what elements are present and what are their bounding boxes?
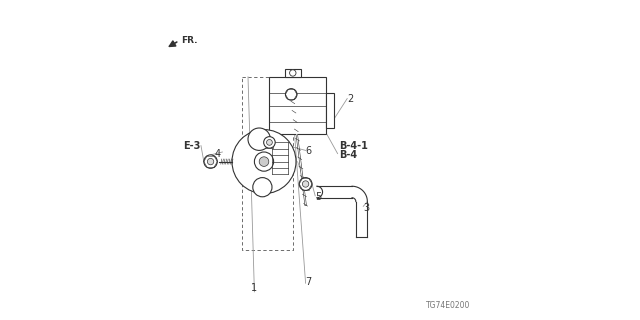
Polygon shape bbox=[326, 93, 334, 128]
Circle shape bbox=[259, 157, 269, 166]
Text: 3: 3 bbox=[364, 203, 369, 213]
Circle shape bbox=[204, 155, 218, 168]
Circle shape bbox=[290, 70, 296, 76]
Circle shape bbox=[264, 137, 275, 148]
Circle shape bbox=[300, 178, 312, 190]
Circle shape bbox=[248, 128, 270, 150]
Circle shape bbox=[207, 158, 214, 165]
Text: 2: 2 bbox=[347, 94, 353, 104]
Text: 4: 4 bbox=[214, 148, 221, 159]
Circle shape bbox=[255, 152, 274, 171]
Text: FR.: FR. bbox=[181, 36, 197, 45]
Polygon shape bbox=[269, 77, 326, 134]
Polygon shape bbox=[266, 146, 273, 148]
Text: 5: 5 bbox=[315, 192, 321, 202]
Circle shape bbox=[303, 181, 309, 187]
Text: B-4-1: B-4-1 bbox=[339, 140, 368, 151]
Text: TG74E0200: TG74E0200 bbox=[426, 301, 470, 310]
Polygon shape bbox=[285, 69, 301, 77]
Circle shape bbox=[232, 130, 296, 194]
Circle shape bbox=[267, 140, 273, 145]
Circle shape bbox=[253, 178, 272, 197]
Text: 7: 7 bbox=[306, 276, 312, 287]
Text: 6: 6 bbox=[306, 146, 312, 156]
Text: 1: 1 bbox=[252, 283, 257, 293]
Text: E-3: E-3 bbox=[182, 140, 200, 151]
Circle shape bbox=[285, 89, 297, 100]
Text: B-4: B-4 bbox=[339, 150, 357, 160]
